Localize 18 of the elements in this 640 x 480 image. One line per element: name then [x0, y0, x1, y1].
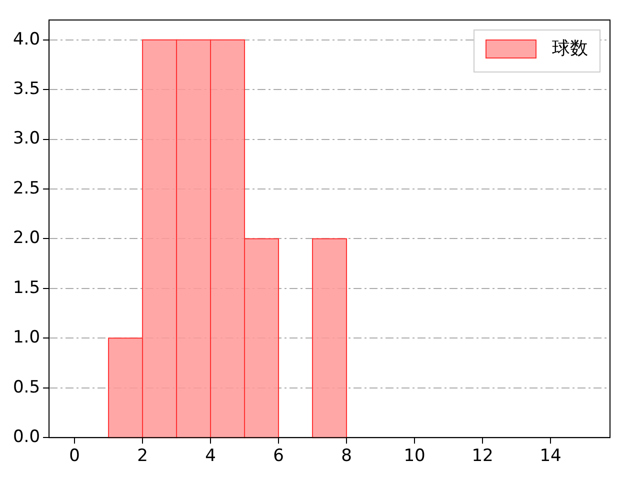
x-tick-label: 8 — [341, 446, 352, 466]
x-tick-label: 2 — [137, 446, 148, 466]
x-tick-label: 14 — [540, 446, 562, 466]
y-tick-label: 1.5 — [12, 278, 40, 298]
y-tick-label: 3.5 — [12, 79, 40, 100]
y-tick-label: 0.0 — [12, 427, 40, 448]
y-tick-label: 3.0 — [12, 128, 40, 149]
legend-label: 球数 — [552, 38, 588, 58]
x-tick-label: 10 — [404, 446, 426, 466]
y-tick-label: 2.0 — [12, 228, 40, 248]
x-tick-label: 0 — [69, 446, 80, 466]
y-tick-label: 4.0 — [12, 29, 40, 50]
y-tick-label: 0.5 — [12, 377, 40, 398]
y-tick-label: 2.5 — [12, 178, 40, 198]
x-tick-label: 4 — [205, 446, 216, 466]
x-tick-label: 12 — [472, 446, 494, 466]
y-tick-label: 1.0 — [12, 328, 40, 348]
x-tick-label: 6 — [273, 446, 284, 466]
